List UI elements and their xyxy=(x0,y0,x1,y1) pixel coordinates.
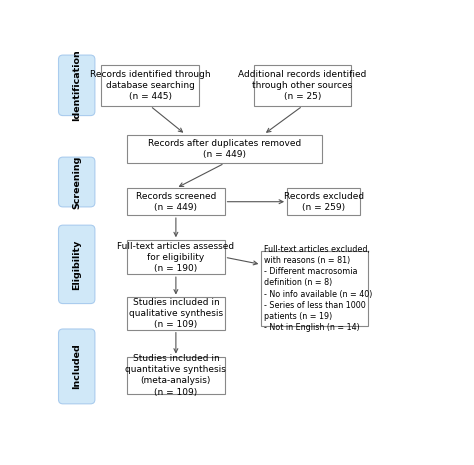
FancyBboxPatch shape xyxy=(127,188,225,215)
FancyBboxPatch shape xyxy=(287,188,360,215)
Text: Records after duplicates removed
(n = 449): Records after duplicates removed (n = 44… xyxy=(148,139,301,159)
FancyBboxPatch shape xyxy=(58,157,95,207)
Text: Records excluded
(n = 259): Records excluded (n = 259) xyxy=(283,192,364,212)
Text: Screening: Screening xyxy=(72,155,81,209)
Text: Identification: Identification xyxy=(72,49,81,121)
Text: Records screened
(n = 449): Records screened (n = 449) xyxy=(136,192,216,212)
FancyBboxPatch shape xyxy=(127,240,225,274)
Text: Studies included in
quantitative synthesis
(meta-analysis)
(n = 109): Studies included in quantitative synthes… xyxy=(126,354,226,397)
FancyBboxPatch shape xyxy=(58,329,95,404)
FancyBboxPatch shape xyxy=(254,65,351,106)
FancyBboxPatch shape xyxy=(58,225,95,304)
Text: Full-text articles assessed
for eligibility
(n = 190): Full-text articles assessed for eligibil… xyxy=(118,242,235,273)
Text: Records identified through
database searching
(n = 445): Records identified through database sear… xyxy=(90,70,210,101)
FancyBboxPatch shape xyxy=(127,134,322,163)
Text: Eligibility: Eligibility xyxy=(72,239,81,290)
Text: Additional records identified
through other sources
(n = 25): Additional records identified through ot… xyxy=(238,70,367,101)
FancyBboxPatch shape xyxy=(58,55,95,116)
Text: Included: Included xyxy=(72,344,81,389)
FancyBboxPatch shape xyxy=(127,357,225,394)
FancyBboxPatch shape xyxy=(127,298,225,330)
Text: Studies included in
qualitative synthesis
(n = 109): Studies included in qualitative synthesi… xyxy=(129,298,223,329)
FancyBboxPatch shape xyxy=(261,251,368,326)
Text: Full-text articles excluded,
with reasons (n = 81)
- Different macrosomia
defini: Full-text articles excluded, with reason… xyxy=(264,245,373,332)
FancyBboxPatch shape xyxy=(101,65,199,106)
